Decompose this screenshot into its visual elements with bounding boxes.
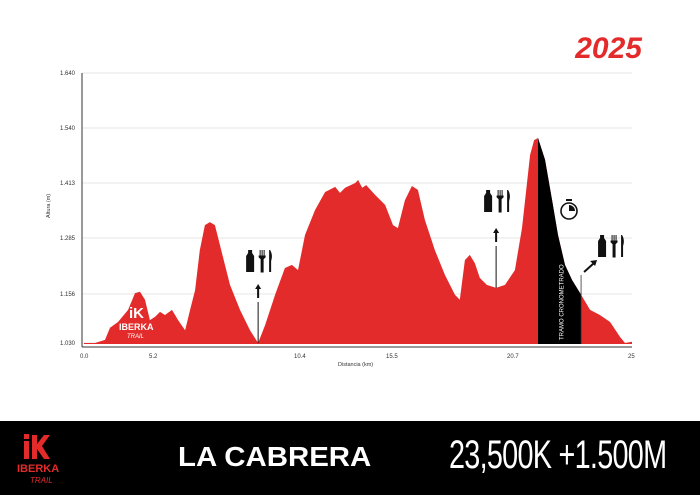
x-axis-label: Distancia (km) <box>338 362 373 368</box>
iberka-trail-logo: IBERKA TRAIL <box>17 434 59 485</box>
water-bottle-icon <box>246 250 255 272</box>
x-tick-label: 0.0 <box>80 354 89 360</box>
aid-station-marker <box>246 250 272 343</box>
x-tick-label: 20.7 <box>507 354 519 360</box>
svg-text:TRAIL: TRAIL <box>30 476 53 485</box>
fork-icon <box>258 250 266 273</box>
race-stats: 23,500K +1.500M <box>449 433 667 477</box>
knife-icon <box>507 190 510 212</box>
knife-icon <box>621 235 624 257</box>
fork-icon <box>496 190 504 213</box>
y-tick-label: 1.156 <box>60 292 76 298</box>
y-tick-label: 1.030 <box>60 341 76 347</box>
stopwatch-button <box>566 199 572 201</box>
svg-text:TRAIL: TRAIL <box>127 334 144 340</box>
y-tick-label: 1.285 <box>60 236 76 242</box>
svg-text:IBERKA: IBERKA <box>17 463 59 475</box>
year-title: 2025 <box>575 32 642 65</box>
footer-bar: IBERKA TRAIL LA CABRERA 23,500K +1.500M <box>0 421 700 495</box>
water-bottle-icon <box>598 235 607 257</box>
fork-icon <box>610 235 618 258</box>
arrow-diagonal-icon <box>583 262 595 273</box>
arrow-up-icon <box>493 228 500 242</box>
y-tick-label: 1.413 <box>60 181 76 187</box>
knife-icon <box>269 250 272 272</box>
y-tick-label: 1.640 <box>60 71 76 77</box>
stopwatch-icon <box>560 199 578 220</box>
timed-section-label: TRAMO CRONOMETRADO <box>560 264 566 340</box>
chart-logo: iK IBERKA TRAIL <box>119 305 154 340</box>
arrow-up-icon <box>255 284 262 298</box>
timed-section-area <box>538 138 582 344</box>
y-axis-label: Altura (m) <box>46 194 52 218</box>
water-bottle-icon <box>484 190 493 212</box>
aid-station-marker <box>484 190 510 288</box>
x-tick-label: 5.2 <box>149 354 158 360</box>
race-name: LA CABRERA <box>178 441 372 472</box>
x-tick-label: 10.4 <box>294 354 306 360</box>
x-tick-label: 15.5 <box>386 354 398 360</box>
svg-text:IBERKA: IBERKA <box>119 322 154 332</box>
elevation-chart: 1.640 1.540 1.413 1.285 1.156 1.030 0.0 5.2 10.4… <box>46 71 635 368</box>
y-tick-label: 1.540 <box>60 126 76 132</box>
svg-text:iK: iK <box>129 305 144 322</box>
elevation-area <box>84 138 632 344</box>
stopwatch-hand <box>569 205 575 211</box>
aid-station-marker <box>580 235 624 344</box>
x-tick-label: 25 <box>628 354 635 360</box>
arrow-head-icon <box>590 260 598 266</box>
